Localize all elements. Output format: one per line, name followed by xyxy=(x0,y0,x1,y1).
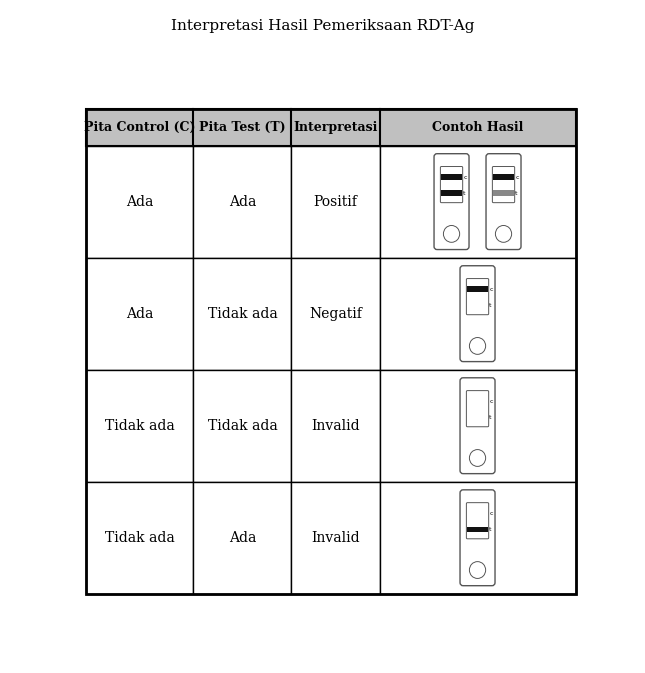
Text: c: c xyxy=(489,511,493,516)
Circle shape xyxy=(470,561,486,579)
Text: Positif: Positif xyxy=(313,194,357,209)
FancyBboxPatch shape xyxy=(466,390,489,427)
Circle shape xyxy=(443,225,460,242)
Bar xyxy=(194,482,292,594)
Bar xyxy=(441,174,462,180)
Text: Tidak ada: Tidak ada xyxy=(104,419,174,433)
FancyBboxPatch shape xyxy=(466,503,489,539)
Text: Invalid: Invalid xyxy=(311,531,360,544)
Bar xyxy=(441,190,462,196)
Bar xyxy=(379,145,575,258)
FancyBboxPatch shape xyxy=(492,166,515,203)
Bar xyxy=(493,190,513,196)
Text: t: t xyxy=(489,303,491,308)
Bar xyxy=(493,174,513,180)
Text: t: t xyxy=(515,190,518,196)
Circle shape xyxy=(495,225,511,242)
Bar xyxy=(379,258,575,369)
FancyBboxPatch shape xyxy=(434,153,469,250)
Bar xyxy=(86,258,194,369)
Bar xyxy=(292,258,379,369)
Bar xyxy=(292,369,379,482)
Text: t: t xyxy=(489,527,491,532)
Text: Ada: Ada xyxy=(126,307,154,320)
Text: t: t xyxy=(463,190,466,196)
Bar xyxy=(379,369,575,482)
FancyBboxPatch shape xyxy=(460,378,495,474)
Text: Interpretasi: Interpretasi xyxy=(293,121,378,134)
Bar xyxy=(468,287,488,292)
Text: c: c xyxy=(463,174,467,180)
Bar xyxy=(86,145,194,258)
Bar xyxy=(86,109,575,145)
Text: Pita Control (C): Pita Control (C) xyxy=(84,121,195,134)
Text: Tidak ada: Tidak ada xyxy=(104,531,174,544)
Text: Ada: Ada xyxy=(229,531,256,544)
Text: t: t xyxy=(489,415,491,420)
FancyBboxPatch shape xyxy=(460,266,495,361)
Text: Tidak ada: Tidak ada xyxy=(208,307,277,320)
Bar xyxy=(194,145,292,258)
FancyBboxPatch shape xyxy=(460,490,495,586)
Text: Pita Test (T): Pita Test (T) xyxy=(199,121,286,134)
Bar xyxy=(468,526,488,532)
Text: Interpretasi Hasil Pemeriksaan RDT-Ag: Interpretasi Hasil Pemeriksaan RDT-Ag xyxy=(171,19,474,33)
Bar xyxy=(292,482,379,594)
Bar xyxy=(86,369,194,482)
Bar xyxy=(292,145,379,258)
Text: Negatif: Negatif xyxy=(309,307,362,320)
Text: c: c xyxy=(489,398,493,404)
Circle shape xyxy=(470,450,486,466)
Text: Ada: Ada xyxy=(229,194,256,209)
Text: c: c xyxy=(515,174,519,180)
FancyBboxPatch shape xyxy=(466,279,489,315)
Text: Tidak ada: Tidak ada xyxy=(208,419,277,433)
Bar xyxy=(379,482,575,594)
Text: c: c xyxy=(489,287,493,291)
Bar xyxy=(86,482,194,594)
Text: Contoh Hasil: Contoh Hasil xyxy=(432,121,523,134)
Text: Invalid: Invalid xyxy=(311,419,360,433)
Bar xyxy=(194,258,292,369)
FancyBboxPatch shape xyxy=(441,166,462,203)
FancyBboxPatch shape xyxy=(486,153,521,250)
Bar xyxy=(194,369,292,482)
Text: Ada: Ada xyxy=(126,194,154,209)
Circle shape xyxy=(470,338,486,355)
